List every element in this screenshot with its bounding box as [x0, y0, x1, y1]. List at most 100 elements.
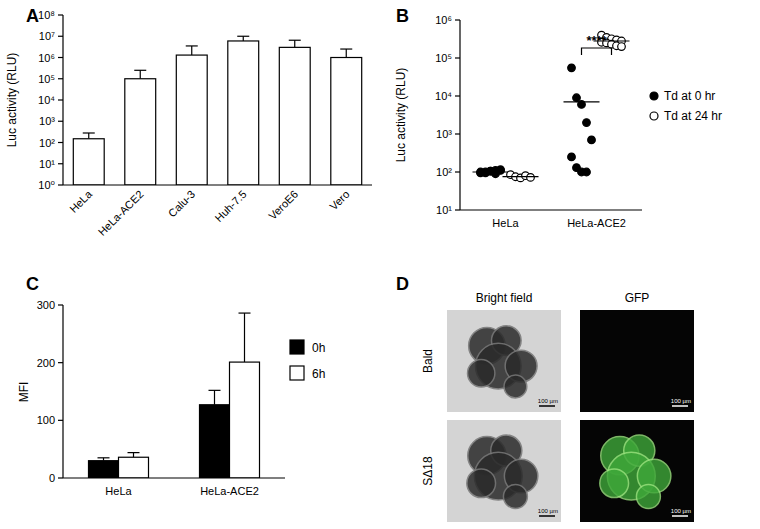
x-tick-label: HeLa-ACE2: [567, 217, 626, 229]
legend-marker: [650, 112, 658, 120]
mean-line: [473, 171, 509, 172]
mean-line: [564, 101, 600, 102]
error-cap: [83, 132, 95, 133]
y-tick-label: 10³: [39, 115, 55, 127]
error-bar: [346, 49, 347, 57]
x-axis-line: [63, 184, 372, 185]
legend-label: 0h: [312, 341, 325, 355]
y-tick-label: 0: [49, 472, 55, 484]
bars: [89, 313, 260, 478]
y-tick-label: 300: [37, 299, 55, 311]
y-tick-label: 100: [37, 414, 55, 426]
y-tick: [455, 171, 460, 172]
micrograph: 100 µm: [447, 310, 561, 412]
bar: [89, 461, 119, 478]
error-bar: [243, 36, 244, 41]
legend-swatch: [290, 366, 304, 380]
y-tick: [58, 304, 63, 305]
row-label: Bald: [421, 349, 435, 373]
points: [473, 31, 630, 181]
legend-marker: [650, 92, 658, 100]
y-tick-label: 10³: [436, 128, 452, 140]
error-bar: [214, 390, 215, 404]
bar: [125, 79, 156, 185]
y-tick: [58, 420, 63, 421]
point: [497, 167, 505, 175]
bar: [119, 457, 149, 478]
y-tick: [455, 19, 460, 20]
error-bar: [133, 453, 134, 458]
scale-label: 100 µm: [671, 508, 691, 514]
column-header: Bright field: [476, 291, 533, 305]
x-axis-line: [63, 477, 285, 478]
y-tick: [58, 142, 63, 143]
y-axis-line: [62, 305, 63, 478]
y-tick: [58, 362, 63, 363]
y-tick: [58, 163, 63, 164]
error-cap: [186, 45, 198, 46]
x-tick-label: HeLa-ACE2: [96, 188, 146, 238]
panel-letter: B: [396, 6, 409, 26]
y-tick-label: 10⁸: [38, 9, 55, 21]
y-tick: [58, 477, 63, 478]
error-cap: [340, 48, 352, 49]
point: [568, 64, 576, 72]
panel-letter: D: [396, 274, 409, 294]
x-tick-label: Vero: [327, 188, 351, 212]
bar: [279, 47, 310, 185]
x-tick-label: HeLa: [105, 485, 132, 497]
y-tick-label: 10⁰: [38, 179, 55, 191]
panel-letter: A: [26, 6, 39, 26]
error-bar: [294, 40, 295, 47]
micrograph: 100 µm: [580, 420, 694, 522]
bar: [200, 405, 230, 478]
micrograph: 100 µm: [580, 310, 694, 412]
bar: [228, 41, 259, 185]
bar: [230, 362, 260, 478]
annotation: ****: [586, 33, 607, 48]
error-cap: [289, 40, 301, 41]
x-tick-label: Huh-7.5: [213, 188, 249, 224]
y-axis: 0100200300MFI: [17, 299, 63, 484]
y-tick-label: 10¹: [39, 158, 55, 170]
error-bar: [244, 313, 245, 362]
y-tick: [455, 95, 460, 96]
panel-letter: C: [26, 274, 39, 294]
legend: Td at 0 hrTd at 24 hr: [650, 89, 722, 123]
row-label: SΔ18: [421, 456, 435, 486]
organoid: [600, 469, 629, 498]
y-tick-label: 10⁶: [38, 52, 55, 64]
point: [618, 43, 626, 51]
mean-line: [503, 176, 539, 177]
figure: AHeLaHeLa-ACE2Calu-3Huh-7.5VeroE6Vero10⁰…: [0, 0, 760, 529]
y-tick: [58, 36, 63, 37]
point: [588, 136, 596, 144]
organoid: [467, 469, 496, 498]
y-tick: [455, 57, 460, 58]
y-tick-label: 10²: [436, 166, 452, 178]
y-axis-label: MFI: [17, 382, 31, 403]
y-axis-line: [459, 20, 460, 210]
error-bar: [191, 46, 192, 55]
point: [568, 153, 576, 161]
y-tick-label: 10⁴: [38, 94, 55, 106]
micrograph: 100 µm: [447, 420, 561, 522]
scale-bar: [672, 515, 688, 517]
y-tick: [455, 209, 460, 210]
y-tick: [58, 57, 63, 58]
organoid: [504, 375, 527, 398]
x-tick-label: HeLa: [492, 217, 519, 229]
y-tick-label: 10⁴: [435, 90, 452, 102]
error-cap: [98, 457, 110, 458]
image-background: [580, 420, 694, 522]
legend-label: Td at 24 hr: [664, 109, 722, 123]
significance-bracket: [582, 48, 612, 55]
y-tick-label: 10¹: [436, 204, 452, 216]
organoid: [468, 360, 495, 387]
y-tick-label: 10²: [39, 137, 55, 149]
scale-bar: [539, 405, 555, 407]
y-tick: [58, 14, 63, 15]
bar: [176, 55, 207, 185]
scale-label: 100 µm: [538, 508, 558, 514]
bar: [331, 58, 362, 186]
